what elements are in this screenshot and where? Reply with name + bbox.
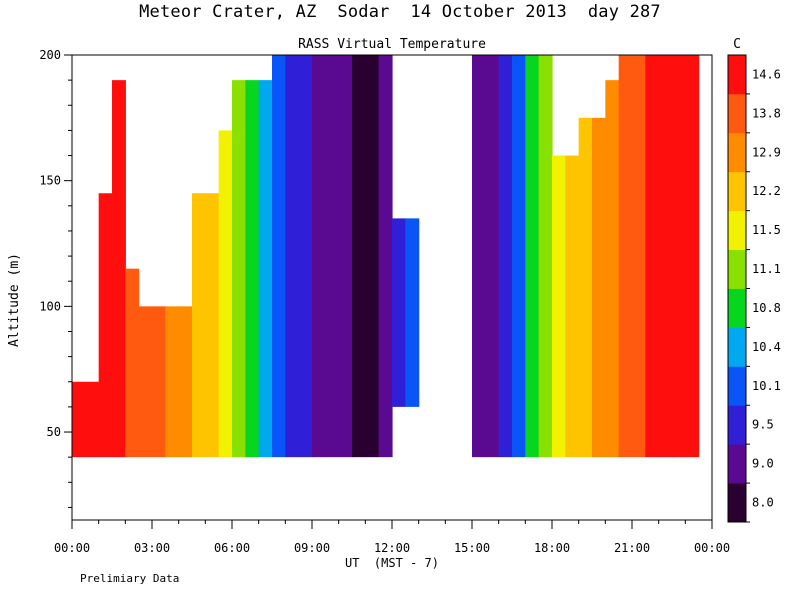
heatmap-cell [578, 117, 593, 458]
colorbar-label: 10.4 [752, 340, 781, 354]
colorbar-swatch [728, 249, 746, 289]
heatmap-cell [98, 193, 113, 458]
colorbar-swatch [728, 288, 746, 328]
heatmap-cell [165, 306, 180, 458]
x-tick-label: 12:00 [374, 541, 410, 555]
heatmap-cell [192, 193, 206, 458]
y-tick-label: 100 [39, 299, 61, 313]
heatmap-cell [658, 55, 673, 458]
heatmap-cell [218, 130, 233, 458]
heatmap-cell [125, 268, 140, 458]
heatmap-cell [152, 306, 166, 458]
heatmap-cell [138, 306, 153, 458]
colorbar-swatch [728, 93, 746, 134]
x-tick-label: 15:00 [454, 541, 490, 555]
colorbar-label: 11.1 [752, 262, 781, 276]
x-tick-label: 21:00 [614, 541, 650, 555]
colorbar-swatch [728, 483, 746, 523]
colorbar-label: 14.6 [752, 67, 781, 81]
heatmap-cell [365, 55, 380, 458]
colorbar-swatch [728, 55, 746, 95]
colorbar-label: 8.0 [752, 496, 774, 510]
x-tick-label: 06:00 [214, 541, 250, 555]
colorbar-label: 12.9 [752, 145, 781, 159]
x-tick-label: 09:00 [294, 541, 330, 555]
y-axis: 50 100 150 200 [39, 48, 72, 508]
heatmap-cell [405, 218, 420, 407]
heatmap-cell [605, 80, 620, 458]
heatmap-cell [178, 306, 193, 458]
x-tick-label: 00:00 [694, 541, 730, 555]
colorbar-unit-label: C [733, 37, 741, 52]
heatmap-cell [312, 55, 326, 458]
heatmap-cell [378, 55, 393, 458]
heatmap-cell [472, 55, 486, 458]
colorbar-swatch [728, 366, 746, 406]
heatmap-cell [205, 193, 220, 458]
heatmap-cell [392, 218, 406, 407]
heatmap-cell [538, 55, 553, 458]
heatmap-cell [112, 80, 126, 458]
heatmap-cell [632, 55, 646, 458]
colorbar-label: 10.8 [752, 301, 781, 315]
colorbar-swatch [728, 327, 746, 367]
chart-title: RASS Virtual Temperature [298, 37, 486, 52]
colorbar-swatch [728, 171, 746, 212]
colorbar-label: 9.5 [752, 418, 774, 432]
colorbar-swatch [728, 210, 746, 250]
heatmap-cell [552, 155, 566, 458]
colorbar-swatch [728, 405, 746, 445]
colorbar-label: 9.0 [752, 457, 774, 471]
heatmap-cell [298, 55, 313, 458]
colorbar-label: 12.2 [752, 184, 781, 198]
heatmap-cell [485, 55, 500, 458]
y-tick-label: 50 [47, 425, 61, 439]
colorbar-swatch [728, 132, 746, 173]
heatmap-cell [525, 55, 540, 458]
heatmap-cell [72, 381, 86, 458]
x-tick-label: 03:00 [134, 541, 170, 555]
colorbar-label: 11.5 [752, 223, 781, 237]
colorbar-label: 10.1 [752, 379, 781, 393]
heatmap-cell [85, 381, 100, 458]
y-tick-label: 200 [39, 48, 61, 62]
footnote: Prelimiary Data [80, 572, 179, 585]
heatmap-cell [232, 80, 246, 458]
heatmap-cell [498, 55, 513, 458]
x-tick-label: 18:00 [534, 541, 570, 555]
x-axis: 00:00 03:00 06:00 09:00 12:00 15:00 18:00 21:00… [54, 520, 730, 555]
heatmap-cell [645, 55, 660, 458]
colorbar-swatch [728, 444, 746, 484]
colorbar: 8.0 9.0 9.5 10.1 10.4 10.8 11.1 11.5 12.2 12.9 13.… [727, 54, 781, 523]
y-tick-label: 150 [39, 174, 61, 188]
heatmap-cell [245, 80, 260, 458]
heatmap-cell [512, 55, 526, 458]
x-axis-label: UT (MST - 7) [345, 556, 439, 570]
x-tick-label: 00:00 [54, 541, 90, 555]
heatmap-cell [285, 55, 300, 458]
y-axis-label: Altitude (m) [7, 253, 22, 347]
colorbar-label: 13.8 [752, 106, 781, 120]
heatmap-cell [338, 55, 353, 458]
heatmap-cell [618, 55, 633, 458]
heatmap-cell [685, 55, 700, 458]
plot-area [72, 55, 700, 458]
heatmap-cell [258, 80, 273, 458]
page-title: Meteor Crater, AZ Sodar 14 October 2013 … [139, 2, 661, 22]
heatmap-cell [325, 55, 340, 458]
heatmap-cell [272, 55, 286, 458]
heatmap-cell [565, 155, 580, 458]
heatmap-cell [592, 117, 606, 458]
heatmap-cell [672, 55, 686, 458]
heatmap-cell [352, 55, 366, 458]
